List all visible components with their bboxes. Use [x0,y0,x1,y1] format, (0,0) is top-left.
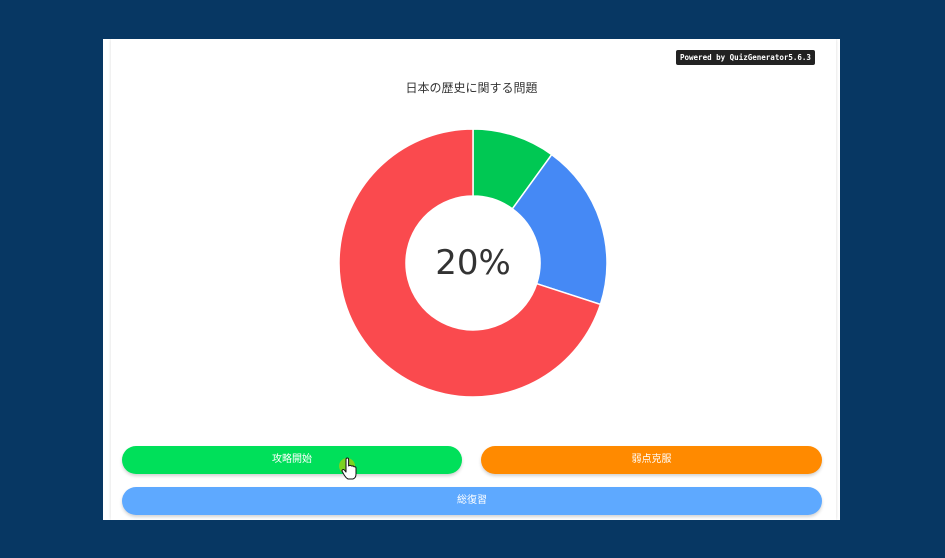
slice-red [339,128,602,398]
slice-blue [511,153,608,306]
donut-chart: 20% [339,128,608,398]
center-label: 20% [435,243,511,283]
quiz-title: 日本の歴史に関する問題 [405,81,538,95]
review-button[interactable]: 総復習 [122,487,822,515]
weakness-button[interactable]: 弱点克服 [481,446,822,474]
quiz-panel: Powered by QuizGenerator5.6.3 日本の歴史に関する問… [103,39,840,520]
hand-cursor-icon [339,457,357,480]
powered-by-badge: Powered by QuizGenerator5.6.3 [676,50,815,65]
start-button[interactable]: 攻略開始 [122,446,462,474]
